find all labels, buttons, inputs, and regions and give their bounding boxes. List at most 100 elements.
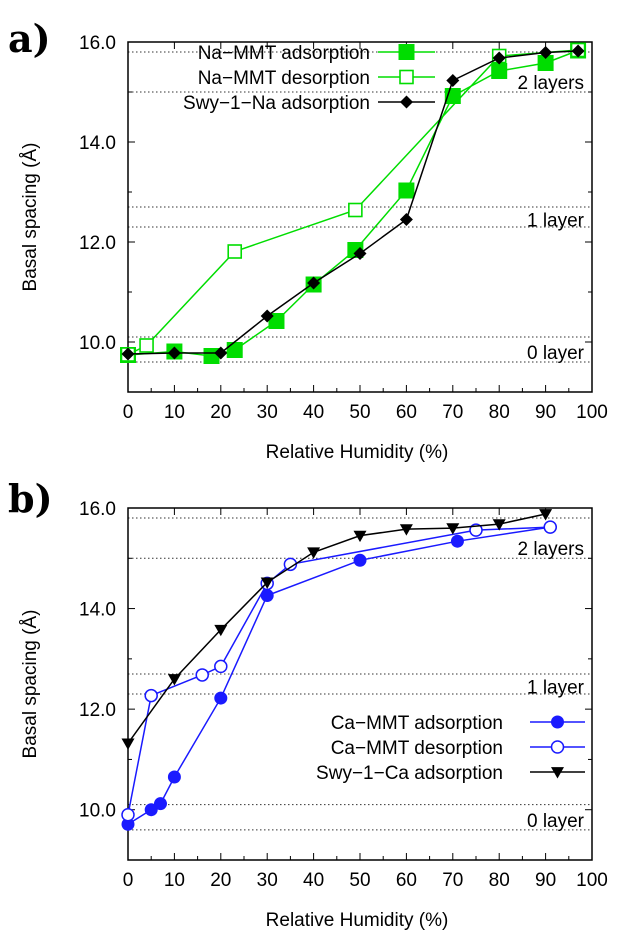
data-point	[121, 807, 135, 822]
x-tick-label: 70	[442, 870, 463, 891]
data-point	[571, 44, 585, 58]
data-point	[214, 624, 228, 637]
data-point	[144, 803, 158, 817]
data-point	[543, 520, 557, 534]
data-point	[353, 530, 367, 543]
x-tick-label: 10	[164, 402, 185, 423]
x-axis-title: Relative Humidity (%)	[266, 442, 449, 463]
y-tick-label: 10.0	[79, 333, 116, 354]
x-tick-label: 60	[396, 870, 417, 891]
data-point	[353, 247, 367, 260]
legend-label: Ca−MMT desorption	[331, 738, 503, 759]
x-tick-label: 70	[442, 402, 463, 423]
x-tick-label: 20	[210, 402, 231, 423]
data-point	[144, 688, 158, 703]
data-point	[214, 659, 228, 674]
data-point	[226, 342, 243, 358]
layer-annotation: 1 layer	[527, 211, 585, 232]
data-point	[195, 668, 209, 682]
data-point	[446, 523, 460, 535]
panel-b: b) 0 10 20 30 40 50 60 70 80 90 100 10.0 12.0 14.0 16.0…	[8, 476, 608, 931]
legend-marker	[400, 95, 413, 109]
data-point	[260, 309, 274, 323]
data-point	[260, 577, 274, 589]
data-point	[121, 817, 135, 831]
series-line	[127, 513, 546, 744]
y-tick-label: 14.0	[79, 600, 116, 621]
series	[121, 520, 557, 831]
data-point	[121, 347, 135, 361]
y-tick-label: 16.0	[79, 499, 116, 520]
data-point	[353, 553, 367, 567]
layer-annotation: 2 layers	[517, 539, 584, 560]
data-point	[260, 588, 274, 602]
x-tick-label: 0	[123, 402, 134, 423]
data-point	[121, 738, 135, 750]
data-point	[268, 313, 285, 329]
y-tick-label: 16.0	[79, 33, 116, 54]
data-point	[491, 63, 508, 79]
x-tick-label: 50	[349, 870, 370, 891]
x-tick-label: 100	[576, 870, 608, 891]
data-point	[399, 213, 413, 226]
data-point	[139, 338, 154, 353]
x-tick-label: 40	[303, 402, 324, 423]
data-point	[450, 534, 464, 548]
data-point	[348, 202, 363, 218]
legend-marker	[551, 767, 564, 779]
y-tick-label: 10.0	[79, 801, 116, 822]
legend-label: Ca−MMT adsorption	[331, 713, 503, 734]
y-tick-label: 14.0	[79, 133, 116, 154]
data-point	[167, 346, 181, 360]
x-tick-label: 90	[535, 870, 556, 891]
x-tick-label: 40	[303, 870, 324, 891]
y-tick-label: 12.0	[79, 233, 116, 254]
data-point	[399, 524, 413, 536]
panel-a: a) 0 10 20 30 40 50 60 70 80 90 100 10.0 12.0 14.0 16.0…	[8, 16, 608, 463]
legend-label: Na−MMT desorption	[198, 68, 370, 89]
layer-annotation: 1 layer	[527, 678, 585, 699]
series	[121, 44, 585, 361]
series-line	[127, 526, 551, 815]
x-tick-label: 20	[210, 870, 231, 891]
data-point	[167, 674, 181, 686]
legend: Ca−MMT adsorption Ca−MMT desorption Swy−1−…	[316, 713, 585, 784]
legend: Na−MMT adsorption Na−MMT desorption Swy−1−…	[183, 43, 435, 114]
x-tick-label: 50	[349, 402, 370, 423]
series	[120, 42, 586, 362]
x-tick-label: 30	[257, 402, 278, 423]
x-tick-label: 0	[123, 870, 134, 891]
legend-marker	[551, 715, 564, 729]
x-tick-label: 80	[489, 870, 510, 891]
x-tick-label: 10	[164, 870, 185, 891]
data-point	[167, 770, 181, 784]
data-point	[307, 276, 321, 290]
data-point	[307, 547, 321, 559]
data-point	[492, 51, 506, 65]
series	[121, 509, 553, 750]
panel-label: a)	[8, 16, 51, 61]
layer-annotation: 2 layers	[517, 73, 584, 94]
y-tick-label: 12.0	[79, 700, 116, 721]
y-axis-title: Basal spacing (Å)	[20, 143, 41, 292]
x-axis-title: Relative Humidity (%)	[266, 910, 449, 931]
data-point	[446, 74, 460, 87]
x-tick-label: 100	[576, 402, 608, 423]
legend-marker	[398, 44, 415, 60]
data-point	[539, 46, 553, 59]
x-tick-label: 30	[257, 870, 278, 891]
data-point	[227, 244, 243, 259]
legend-label: Swy−1−Na adsorption	[183, 93, 370, 114]
x-tick-label: 80	[489, 402, 510, 423]
legend-marker	[550, 740, 565, 754]
legend-marker	[399, 69, 414, 85]
legend-label: Swy−1−Ca adsorption	[316, 763, 503, 784]
y-axis-title: Basal spacing (Å)	[20, 610, 41, 759]
data-point	[214, 346, 228, 360]
data-point	[492, 519, 506, 531]
data-point	[539, 509, 553, 521]
x-tick-label: 60	[396, 402, 417, 423]
x-tick-label: 90	[535, 402, 556, 423]
layer-annotation: 0 layer	[527, 811, 585, 832]
data-point	[398, 182, 415, 199]
